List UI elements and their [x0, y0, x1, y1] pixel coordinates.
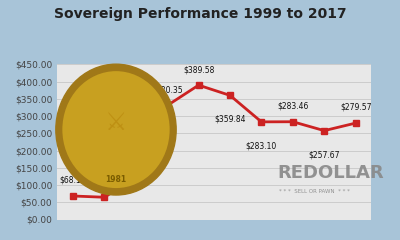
Text: $330.35: $330.35 [151, 85, 183, 95]
Text: $257.67: $257.67 [308, 150, 340, 159]
Text: REDOLLAR: REDOLLAR [277, 164, 384, 182]
Text: * * *  SELL OR PAWN  * * *: * * * SELL OR PAWN * * * [279, 189, 350, 194]
Text: 1981: 1981 [106, 175, 126, 184]
Circle shape [56, 64, 176, 195]
Text: $283.46: $283.46 [277, 102, 308, 111]
Text: Sovereign Performance 1999 to 2017: Sovereign Performance 1999 to 2017 [54, 7, 346, 21]
Text: $389.58: $389.58 [183, 65, 214, 74]
Text: $279.57: $279.57 [340, 103, 372, 112]
Text: ⚔: ⚔ [105, 111, 127, 135]
Text: $120.57: $120.57 [120, 158, 152, 167]
Circle shape [61, 70, 171, 189]
Text: $283.10: $283.10 [246, 141, 277, 150]
Text: $359.84: $359.84 [214, 115, 246, 124]
Text: $64.52: $64.52 [91, 177, 118, 186]
Text: $68.17: $68.17 [60, 176, 86, 185]
